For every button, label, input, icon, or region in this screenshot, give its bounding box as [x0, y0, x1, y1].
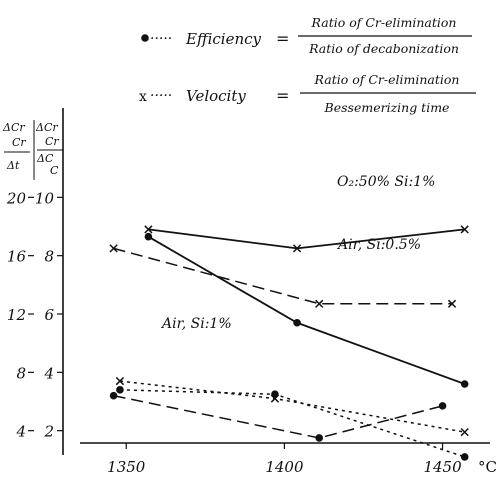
series-4-point-2: [438, 402, 447, 410]
annotation-o2-50-si-1: O₂:50% Si:1%: [337, 174, 435, 190]
series-3-point-0: [115, 376, 125, 386]
annotation-air-si-0-5: Air, Si:0.5%: [336, 237, 421, 253]
series-1-point-0: [144, 232, 153, 241]
y-right-tick-label-1: 4: [43, 364, 54, 382]
series-1-point-2: [460, 380, 469, 388]
series-3-line: [119, 380, 465, 433]
legend-efficiency-denominator: Ratio of decabonization: [308, 41, 459, 56]
y-right-tick-label-0: 2: [43, 423, 54, 441]
series-0: [144, 225, 469, 253]
legend: ····· Efficiency = Ratio of Cr-eliminati…: [139, 15, 476, 115]
legend-efficiency-eq: =: [276, 29, 289, 48]
y-right-label-num-mid: Cr: [45, 135, 59, 148]
x-tick-label-0: 1350: [107, 458, 146, 476]
legend-velocity: x ····· Velocity = Ratio of Cr-eliminati…: [139, 72, 476, 115]
series-5: [116, 386, 469, 461]
y-right-tick-label-2: 6: [44, 306, 54, 324]
y-left-label-num-bottom: Cr: [12, 136, 26, 149]
series: [109, 225, 469, 461]
x-tick-label-2: 1450: [423, 458, 462, 476]
series-1: [144, 232, 469, 388]
y-right-label-den-top: ΔC: [36, 152, 54, 165]
legend-velocity-numerator: Ratio of Cr-elimination: [314, 72, 460, 87]
legend-efficiency-numerator: Ratio of Cr-elimination: [311, 15, 457, 30]
series-3-point-2: [460, 427, 469, 437]
series-2: [109, 244, 457, 308]
legend-velocity-name: Velocity: [186, 87, 246, 105]
series-5-point-2: [460, 453, 469, 461]
series-0-point-0: [144, 225, 153, 234]
series-5-point-0: [116, 386, 124, 394]
series-4: [109, 391, 447, 442]
x-tick-label-1: 1400: [265, 458, 304, 476]
legend-velocity-dots: ·····: [150, 88, 172, 104]
legend-efficiency-marker-dot: [141, 34, 149, 42]
y-left-tick-label-4: 20: [6, 189, 27, 207]
y-right-tick-label-4: 10: [35, 189, 55, 207]
y-right-label-den-bottom: C: [50, 164, 59, 177]
series-2-point-2: [447, 299, 457, 308]
series-2-point-1: [315, 299, 324, 308]
legend-efficiency-name: Efficiency: [185, 30, 262, 48]
y-left-label-den: Δt: [6, 159, 20, 172]
series-5-point-1: [271, 390, 279, 399]
series-1-line: [147, 235, 466, 385]
series-0-point-1: [292, 244, 302, 253]
legend-velocity-eq: =: [276, 86, 289, 105]
annotation-air-si-1: Air, Si:1%: [160, 316, 232, 332]
legend-velocity-denominator: Bessemerizing time: [324, 100, 450, 115]
series-1-point-1: [293, 318, 301, 327]
y-left-tick-label-3: 16: [7, 248, 27, 266]
series-0-point-2: [460, 225, 469, 234]
legend-efficiency-dots: ·····: [150, 31, 172, 47]
series-4-point-1: [315, 434, 324, 442]
y-left-tick-label-1: 8: [16, 364, 26, 382]
series-2-point-0: [109, 244, 118, 253]
y-right-tick-label-3: 8: [44, 248, 54, 266]
y-left-axis-label: ΔCr Cr Δt: [2, 121, 30, 172]
y-right-axis-label: ΔCr Cr ΔC C: [35, 121, 63, 177]
y-right-label-num-top: ΔCr: [35, 121, 58, 134]
y-left-label-num-top: ΔCr: [2, 121, 25, 134]
y-left-tick-label-2: 12: [7, 306, 26, 324]
series-4-point-0: [109, 391, 118, 400]
y-left-tick-label-0: 4: [15, 423, 26, 441]
series-2-line: [113, 247, 453, 305]
x-unit-label: °C: [478, 458, 497, 476]
legend-efficiency: ····· Efficiency = Ratio of Cr-eliminati…: [141, 15, 472, 56]
legend-velocity-marker: x: [139, 89, 147, 105]
